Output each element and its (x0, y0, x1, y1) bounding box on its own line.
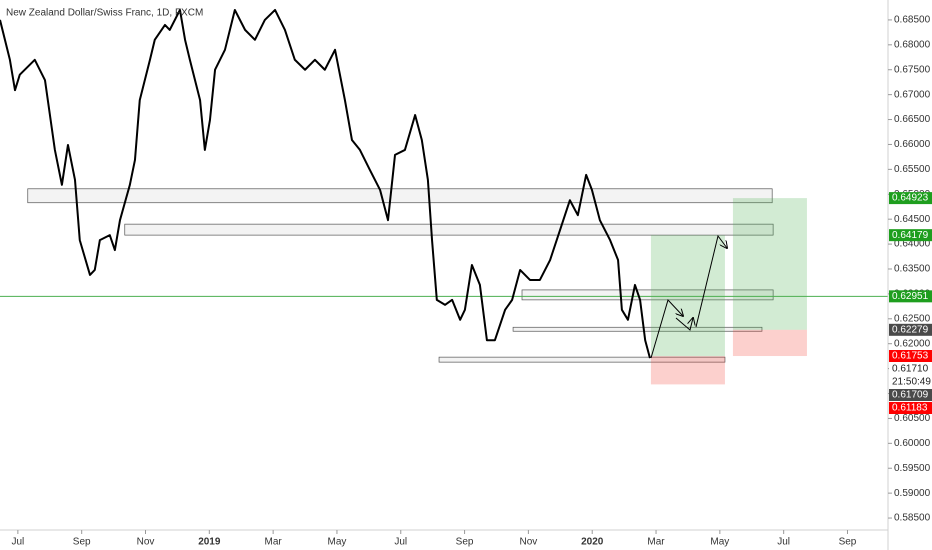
price-label-box (889, 290, 932, 303)
zone (124, 223, 774, 236)
y-tick-label: 0.62500 (894, 313, 931, 324)
y-tick-label: 0.62000 (894, 338, 931, 349)
arrow (695, 234, 727, 328)
price-label-box (889, 389, 932, 402)
price-label-box (889, 363, 932, 376)
x-tick-label: Mar (265, 537, 283, 548)
price-label: 0.62279 (892, 324, 929, 335)
price-label-box (889, 192, 932, 205)
arrow (650, 299, 683, 359)
price-label: 0.64923 (892, 193, 929, 204)
zone (521, 289, 774, 301)
zone (438, 356, 726, 363)
y-tick-label: 0.64000 (894, 239, 931, 250)
x-tick-label: Mar (647, 537, 665, 548)
y-tick-label: 0.59000 (894, 488, 931, 499)
x-tick-label: Sep (73, 537, 91, 548)
zone (512, 326, 763, 332)
price-label-box (889, 376, 932, 389)
price-line (0, 8, 651, 359)
price-label: 21:50:49 (892, 377, 931, 388)
price-label: 0.61183 (892, 403, 928, 414)
x-tick-label: May (710, 537, 729, 548)
x-tick-label: 2019 (198, 537, 221, 548)
y-tick-label: 0.67000 (894, 89, 931, 100)
price-label-box (889, 402, 932, 415)
x-tick-label: Jul (777, 537, 790, 548)
price-label: 0.61753 (892, 351, 929, 362)
x-tick-label: Jul (394, 537, 407, 548)
chart-title: New Zealand Dollar/Swiss Franc, 1D, FXCM (6, 8, 203, 19)
y-tick-label: 0.67500 (894, 64, 931, 75)
x-tick-label: Sep (839, 537, 857, 548)
x-tick-label: Sep (456, 537, 474, 548)
y-tick-label: 0.59500 (894, 463, 931, 474)
y-tick-label: 0.66000 (894, 139, 931, 150)
x-tick-label: Nov (519, 537, 537, 548)
y-tick-label: 0.60500 (894, 413, 931, 424)
price-label-box (889, 350, 932, 363)
y-tick-label: 0.60000 (894, 438, 931, 449)
y-tick-label: 0.66500 (894, 114, 931, 125)
price-label-box (889, 323, 932, 336)
x-tick-label: May (327, 537, 346, 548)
y-tick-label: 0.68000 (894, 39, 931, 50)
profit-zone (650, 235, 725, 357)
y-tick-label: 0.64500 (894, 214, 931, 225)
profit-zone (732, 198, 807, 330)
x-tick-label: Nov (137, 537, 155, 548)
x-tick-label: 2020 (581, 537, 604, 548)
loss-zone (732, 329, 807, 357)
arrow (675, 318, 693, 331)
price-label: 0.64179 (892, 230, 929, 241)
plot (0, 8, 888, 385)
y-tick-label: 0.63500 (894, 264, 931, 275)
price-label: 0.61710 (892, 364, 929, 375)
y-tick-label: 0.68500 (894, 15, 931, 26)
price-label: 0.62951 (892, 291, 929, 302)
price-label-box (889, 229, 932, 242)
y-tick-label: 0.58500 (894, 513, 931, 524)
loss-zone (650, 356, 725, 385)
x-tick-label: Jul (11, 537, 24, 548)
zone (27, 188, 773, 204)
price-label: 0.61709 (892, 390, 929, 401)
y-tick-label: 0.65500 (894, 164, 931, 175)
